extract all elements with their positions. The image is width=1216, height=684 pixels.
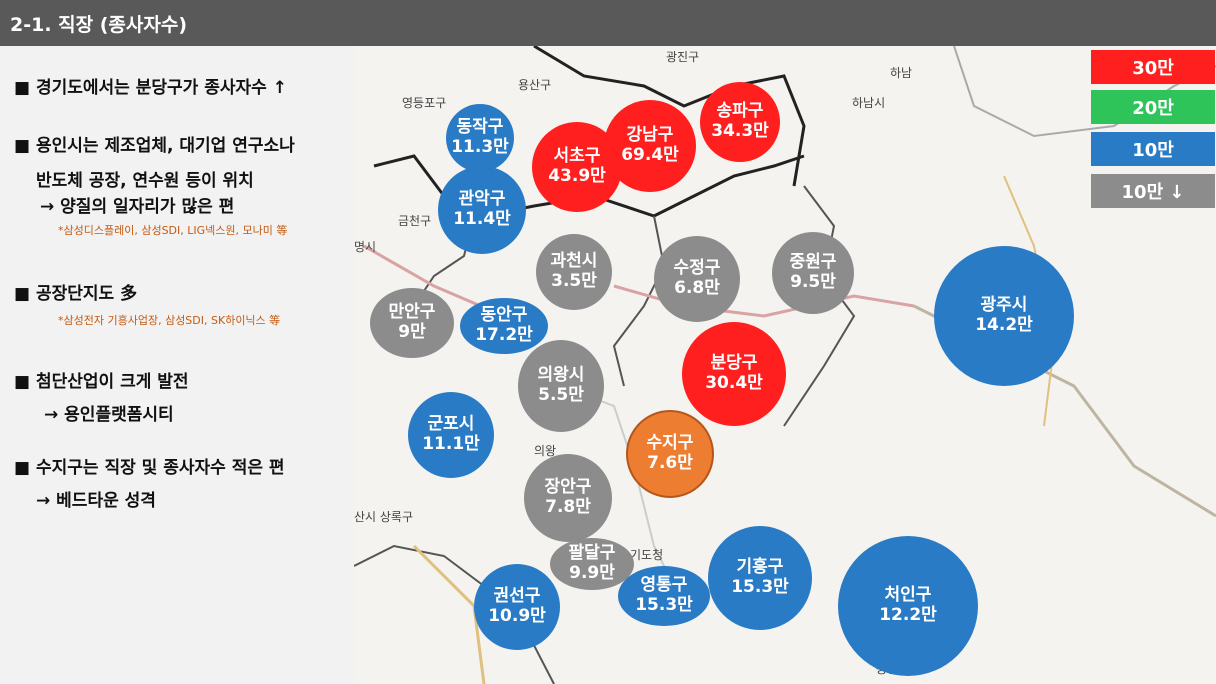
- bullet-3-note: *삼성전자 기흥사업장, 삼성SDI, SK하이닉스 等: [58, 314, 281, 327]
- legend-30man: 30만: [1091, 50, 1215, 84]
- slide-title: 2-1. 직장 (종사자수): [10, 14, 188, 36]
- map-label-hanam-city: 하남시: [852, 96, 886, 110]
- bullet-5-line2: → 베드타운 성격: [36, 491, 156, 511]
- bubble-dongjak: 동작구 11.3만: [446, 104, 514, 172]
- bubble-jungwon: 중원구 9.5만: [772, 232, 854, 314]
- bullet-3: ■ 공장단지도 多: [14, 284, 138, 304]
- slide-header: 2-1. 직장 (종사자수): [0, 0, 1216, 46]
- map-label-gwangjin: 광진구: [666, 50, 700, 64]
- map-label-myeongsi: 명시: [354, 240, 377, 254]
- bubble-sujeong: 수정구 6.8만: [654, 236, 740, 322]
- bullet-4-line2: → 용인플랫폼시티: [44, 405, 174, 425]
- bullet-2: ■ 용인시는 제조업체, 대기업 연구소나: [14, 136, 295, 156]
- bubble-cheoin: 처인구 12.2만: [838, 536, 978, 676]
- bubble-uiwang: 의왕시 5.5만: [518, 340, 604, 432]
- text-panel: ■ 경기도에서는 분당구가 종사자수 ↑ ■ 용인시는 제조업체, 대기업 연구…: [0, 46, 354, 684]
- bubble-gwonseon: 권선구 10.9만: [474, 564, 560, 650]
- bullet-1: ■ 경기도에서는 분당구가 종사자수 ↑: [14, 78, 287, 98]
- map-area: 광진구 용산구 영등포구 하남시 하남 태전 명시 금천구 산시 상록구 의왕 …: [354, 46, 1216, 684]
- bubble-bundang: 분당구 30.4만: [682, 322, 786, 426]
- bubble-paldal: 팔달구 9.9만: [550, 538, 634, 590]
- bullet-2-line3: → 양질의 일자리가 많은 편: [40, 197, 235, 217]
- bullet-2-note: *삼성디스플레이, 삼성SDI, LIG넥스원, 모나미 等: [58, 224, 288, 237]
- bubble-gangnam: 강남구 69.4만: [604, 100, 696, 192]
- map-label-sangnok: 산시 상록구: [354, 510, 414, 524]
- legend-under-10man: 10만 ↓: [1091, 174, 1215, 208]
- bubble-dongan: 동안구 17.2만: [460, 298, 548, 354]
- map-label-yeongdeungpo: 영등포구: [402, 96, 447, 110]
- bubble-jangan: 장안구 7.8만: [524, 454, 612, 542]
- map-label-hanam: 하남: [890, 66, 913, 80]
- bullet-5: ■ 수지구는 직장 및 종사자수 적은 편: [14, 458, 285, 478]
- bubble-suji: 수지구 7.6만: [626, 410, 714, 498]
- bubble-gunpo: 군포시 11.1만: [408, 392, 494, 478]
- map-label-geumcheon: 금천구: [398, 214, 432, 228]
- bubble-gwacheon: 과천시 3.5만: [536, 234, 612, 310]
- bullet-4: ■ 첨단산업이 크게 발전: [14, 372, 189, 392]
- map-label-uiwang: 의왕: [534, 444, 557, 458]
- legend-10man: 10만: [1091, 132, 1215, 166]
- bubble-giheung: 기흥구 15.3만: [708, 526, 812, 630]
- bullet-2-line2: 반도체 공장, 연수원 등이 위치: [36, 171, 254, 191]
- map-label-dochung: 기도청: [630, 548, 664, 562]
- bubble-yeongtong: 영통구 15.3만: [618, 566, 710, 626]
- bubble-songpa: 송파구 34.3만: [700, 82, 780, 162]
- map-label-yongsan: 용산구: [518, 78, 552, 92]
- bubble-manan: 만안구 9만: [370, 288, 454, 358]
- bubble-gwangju: 광주시 14.2만: [934, 246, 1074, 386]
- legend-20man: 20만: [1091, 90, 1215, 124]
- bubble-gwanak: 관악구 11.4만: [438, 166, 526, 254]
